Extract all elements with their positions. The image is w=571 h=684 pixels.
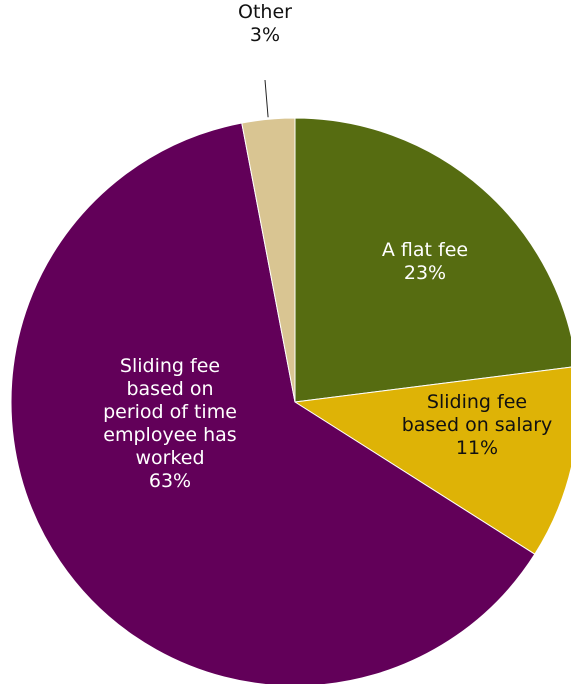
pie-category-label: Other	[238, 1, 292, 23]
pie-category-label: worked	[135, 447, 204, 469]
pie-value-label: 63%	[149, 470, 191, 492]
pie-label-sliding-fee-based-on-period-of-time-employee-has-worked: Sliding fee based on period of time employe…	[103, 355, 237, 492]
pie-category-label: A flat fee	[382, 239, 468, 261]
pie-value-label: 11%	[456, 437, 498, 459]
pie-category-label: based on salary	[402, 414, 553, 436]
pie-slice-sliding-fee-based-on-salary	[293, 366, 571, 555]
pie-leader-line	[264, 79, 269, 118]
pie-category-label: based on	[126, 378, 213, 400]
pie-slice-sliding-fee-based-on-period-of-time-employee-has-worked	[10, 122, 536, 684]
pie-slice-a-flat-fee	[294, 117, 571, 403]
pie-value-label: 3%	[250, 24, 280, 46]
pie-labels: A flat fee 23%Sliding fee based on salary 1…	[103, 1, 552, 492]
pie-label-a-flat-fee: A flat fee 23%	[382, 239, 468, 284]
pie-value-label: 23%	[404, 262, 446, 284]
pie-category-label: period of time	[103, 401, 237, 423]
pie-slice-other	[241, 117, 296, 403]
pie-label-other: Other 3%	[238, 1, 292, 46]
pie-label-sliding-fee-based-on-salary: Sliding fee based on salary 11%	[402, 391, 553, 459]
pie-category-label: Sliding fee	[120, 355, 220, 377]
pie-category-label: employee has	[103, 424, 236, 446]
pie-category-label: Sliding fee	[427, 391, 527, 413]
pie-slices	[10, 117, 571, 684]
